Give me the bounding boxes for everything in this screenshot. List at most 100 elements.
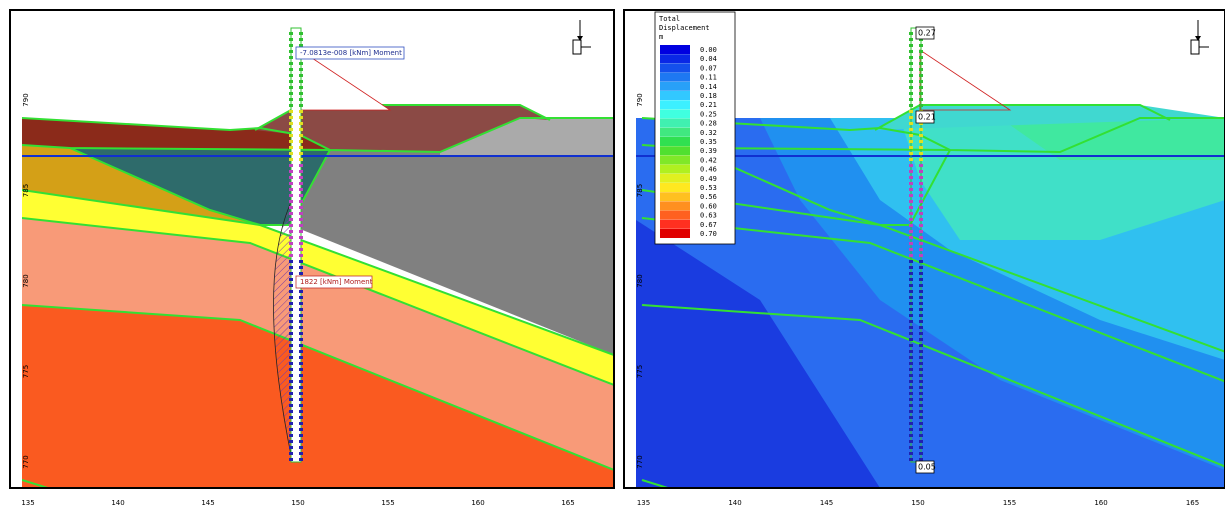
pile-segment (299, 452, 303, 455)
pile-segment (909, 422, 913, 425)
pile-segment (919, 140, 923, 143)
pile-segment (909, 386, 913, 389)
x-tick-label: 155 (1003, 499, 1016, 507)
pile-segment (909, 98, 913, 101)
pile-segment (289, 188, 293, 191)
pile-segment (289, 362, 293, 365)
pile-segment (289, 356, 293, 359)
pile-segment (299, 134, 303, 137)
legend-label: 0.18 (700, 92, 717, 100)
pile-segment (299, 170, 303, 173)
pile-segment (299, 122, 303, 125)
pile-segment (909, 452, 913, 455)
pile-segment (289, 242, 293, 245)
pile-segment (909, 44, 913, 47)
pile-segment (299, 392, 303, 395)
pile-segment (289, 368, 293, 371)
pile-segment (289, 428, 293, 431)
pile-segment (919, 308, 923, 311)
pile-segment (289, 38, 293, 41)
pile-segment (909, 260, 913, 263)
pile-segment (919, 374, 923, 377)
pile-segment (289, 170, 293, 173)
pile-segment (919, 440, 923, 443)
annotation: 1822 [kNm] Moment (300, 278, 373, 286)
legend-swatch (660, 118, 690, 128)
pile-segment (909, 242, 913, 245)
pile-segment (289, 272, 293, 275)
pile-segment (909, 224, 913, 227)
pile-segment (289, 392, 293, 395)
pile-segment (909, 350, 913, 353)
pile-segment (909, 200, 913, 203)
pile-segment (909, 428, 913, 431)
pile-segment (289, 248, 293, 251)
y-tick-label: 775 (636, 365, 644, 378)
x-tick-label: 150 (911, 499, 924, 507)
pile-segment (299, 206, 303, 209)
pile-segment (289, 50, 293, 53)
pile-segment (909, 338, 913, 341)
pile-segment (909, 410, 913, 413)
pile-segment (299, 272, 303, 275)
legend-swatch (660, 63, 690, 73)
legend-label: 0.67 (700, 221, 717, 229)
pile-segment (919, 134, 923, 137)
pile-segment (919, 410, 923, 413)
legend-title: Displacement (659, 24, 710, 32)
pile-segment (289, 266, 293, 269)
pile-segment (909, 32, 913, 35)
legend-swatch (660, 146, 690, 156)
pile-segment (909, 158, 913, 161)
legend-swatch (660, 45, 690, 54)
pile-segment (299, 314, 303, 317)
x-tick-label: 165 (561, 499, 574, 507)
value-label: 0.27 (918, 29, 936, 38)
pile-segment (299, 248, 303, 251)
pile-segment (299, 224, 303, 227)
pile-segment (289, 86, 293, 89)
pile-segment (289, 224, 293, 227)
pile-segment (289, 146, 293, 149)
legend-swatch (660, 91, 690, 100)
pile-segment (299, 266, 303, 269)
pile-segment (289, 80, 293, 83)
pile-segment (289, 44, 293, 47)
pile-segment (919, 272, 923, 275)
pile-segment (919, 98, 923, 101)
x-tick-label: 150 (291, 499, 304, 507)
pile-segment (909, 308, 913, 311)
pile-segment (289, 374, 293, 377)
legend-label: 0.11 (700, 74, 717, 82)
pile-segment (299, 68, 303, 71)
pile-segment (909, 278, 913, 281)
pile-segment (909, 140, 913, 143)
pile-segment (919, 44, 923, 47)
pile-segment (289, 128, 293, 131)
pile-segment (909, 86, 913, 89)
pile-segment (299, 92, 303, 95)
pile-segment (299, 338, 303, 341)
pile-segment (919, 434, 923, 437)
legend-label: 0.21 (700, 101, 717, 109)
legend-label: 0.70 (700, 230, 717, 238)
pile-segment (289, 404, 293, 407)
pile-segment (289, 338, 293, 341)
legend-swatch (660, 210, 690, 220)
y-tick-label: 790 (636, 93, 644, 106)
value-label: 0.05 (918, 463, 936, 472)
pile-segment (299, 194, 303, 197)
pile-segment (919, 356, 923, 359)
pile-segment (299, 74, 303, 77)
pile-segment (289, 422, 293, 425)
pile-segment (299, 104, 303, 107)
pile-segment (299, 38, 303, 41)
pile-segment (299, 140, 303, 143)
legend-unit: m (659, 33, 663, 41)
pile-segment (289, 440, 293, 443)
pile-segment (289, 284, 293, 287)
pile-segment (909, 296, 913, 299)
y-tick-label: 785 (22, 184, 30, 197)
pile-segment (909, 218, 913, 221)
value-box (915, 110, 935, 124)
